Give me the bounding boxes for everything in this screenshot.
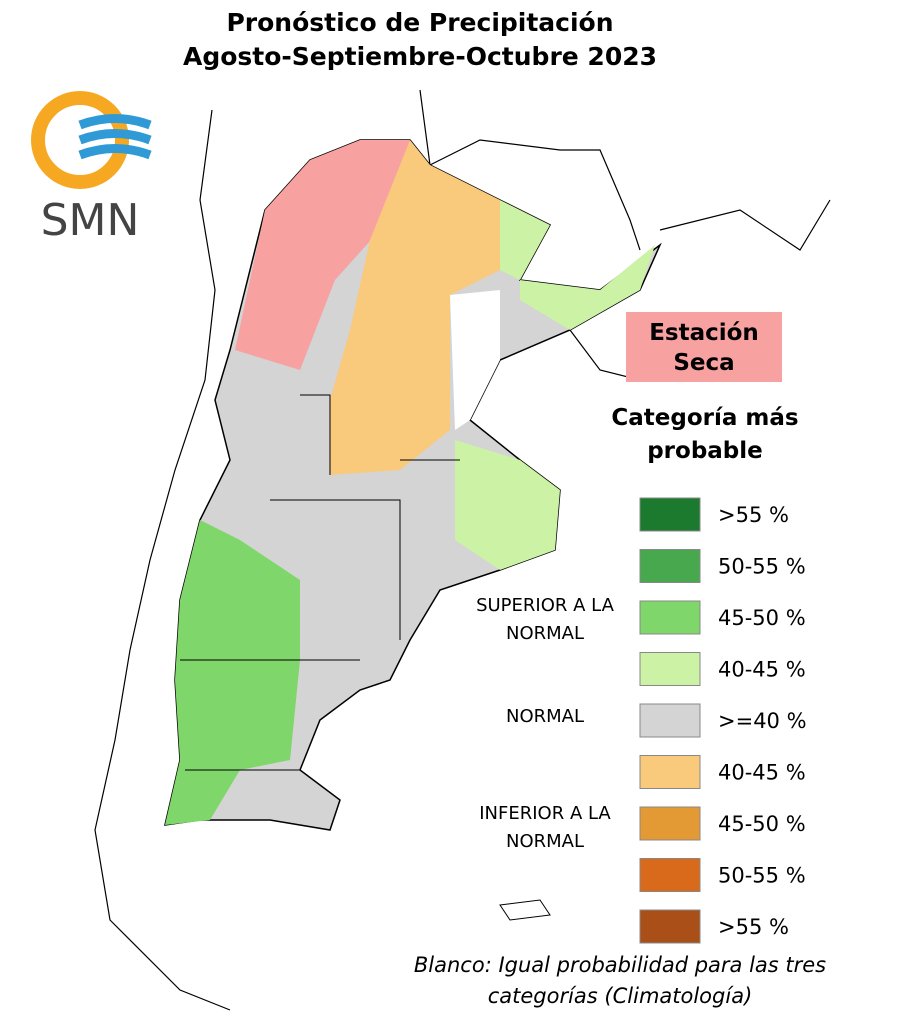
legend-swatch: [639, 600, 701, 635]
above-normal-patagonia: [165, 520, 300, 825]
legend-title: Categoría más probable: [611, 405, 799, 464]
legend-swatch: [639, 858, 701, 892]
below-normal-zone: [330, 140, 500, 475]
legend-label: 50-55 %: [718, 555, 806, 579]
legend-label: 45-50 %: [718, 606, 806, 630]
legend-label: 50-55 %: [718, 864, 806, 888]
legend-label: >=40 %: [718, 709, 807, 733]
logo-ring: [31, 91, 129, 189]
title: Pronóstico de Precipitación: [226, 8, 614, 37]
group-label: NORMAL: [505, 706, 584, 727]
logo-text: SMN: [40, 195, 140, 246]
legend-swatch: [639, 703, 701, 738]
malvinas: [499, 899, 551, 921]
group-label: INFERIOR A LA NORMAL: [479, 803, 611, 852]
logo-waves: [78, 114, 152, 160]
climatology-zone: [450, 290, 500, 430]
dry-season-zone: [235, 140, 410, 370]
legend-swatch: [639, 497, 701, 532]
legend-label: 40-45 %: [718, 761, 806, 785]
legend-label: >55 %: [718, 915, 789, 939]
note: Blanco: Igual probabilidad para las tres…: [413, 953, 827, 1008]
brazil-coast: [659, 199, 831, 251]
legend-swatch: [639, 652, 701, 686]
provinces: [180, 394, 460, 771]
legend-swatch: [639, 909, 701, 944]
legend: >55 % 50-55 % 45-50 % 40-45 % >=40 % 40-45 % 4…: [639, 497, 807, 944]
above-normal-ba: [455, 440, 560, 570]
legend-label: 45-50 %: [718, 812, 806, 836]
legend-label: >55 %: [718, 503, 789, 527]
dry-season-label: Estación Seca: [649, 320, 759, 376]
subtitle: Agosto-Septiembre-Octubre 2023: [182, 42, 658, 71]
legend-swatch: [639, 806, 701, 841]
legend-label: 40-45 %: [718, 658, 806, 682]
legend-swatch: [639, 549, 701, 583]
above-normal-ne: [500, 200, 655, 330]
dry-season-box: [626, 312, 782, 382]
legend-swatch: [639, 755, 701, 789]
group-label: SUPERIOR A LA NORMAL: [476, 595, 614, 644]
chile-border: [94, 109, 231, 1011]
